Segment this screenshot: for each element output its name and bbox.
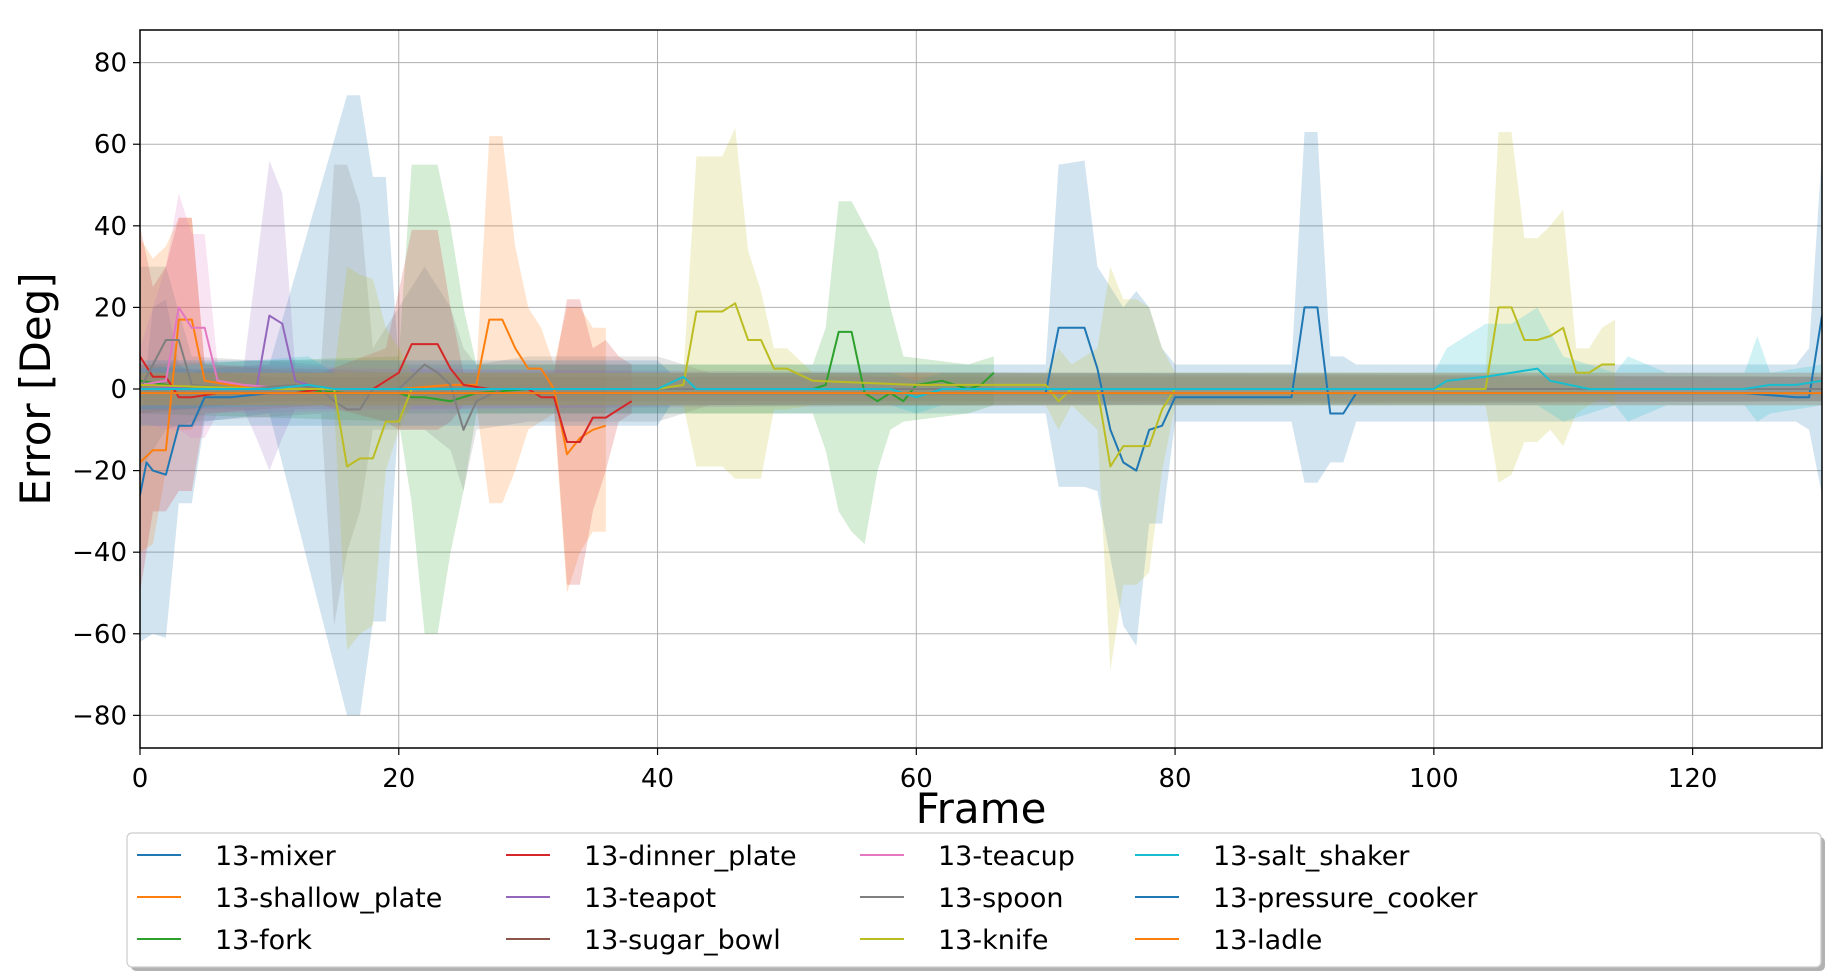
series-lines	[140, 302, 1822, 496]
legend-label: 13-teapot	[584, 883, 716, 914]
x-tick-label: 0	[132, 764, 149, 794]
legend-label: 13-mixer	[215, 841, 337, 872]
y-tick-label: 0	[110, 375, 127, 405]
x-tick-label: 40	[641, 764, 674, 794]
y-tick-label: 60	[94, 130, 127, 160]
legend-label: 13-shallow_plate	[215, 883, 442, 914]
legend-label: 13-salt_shaker	[1213, 841, 1410, 872]
x-tick-label: 20	[382, 764, 415, 794]
y-tick-label: −40	[72, 538, 127, 568]
legend-box	[126, 832, 1822, 968]
y-axis-label: Error [Deg]	[11, 272, 60, 505]
series-band-13-shallow_plate	[140, 136, 606, 593]
legend-label: 13-teacup	[938, 841, 1075, 872]
series-band-13-mixer	[140, 95, 1822, 716]
y-tick-label: −60	[72, 620, 127, 650]
series-band-13-fork	[140, 164, 994, 634]
axis-ticks: 0 20 40 60 80 100 120 −80 −60 −40 −20 0 20 40 60 80	[72, 49, 1717, 794]
y-tick-label: 20	[94, 293, 127, 323]
series-band-13-teacup	[140, 193, 917, 438]
series-line-13-salt_shaker	[140, 367, 1822, 399]
series-line-13-dinner_plate	[140, 343, 633, 443]
legend: 13-mixer 13-shallow_plate 13-fork 13-dinner…	[126, 832, 1825, 971]
legend-label: 13-dinner_plate	[584, 841, 797, 872]
x-tick-label: 80	[1159, 764, 1192, 794]
y-tick-label: −80	[72, 701, 127, 731]
series-line-13-knife	[140, 302, 1615, 468]
legend-label: 13-spoon	[938, 883, 1063, 914]
series-band-13-knife	[140, 127, 1615, 671]
legend-label: 13-sugar_bowl	[584, 925, 781, 956]
series-line-13-shallow_plate	[140, 318, 607, 464]
legend-label: 13-fork	[215, 925, 312, 956]
grid	[139, 30, 1822, 748]
series-band-13-dinner_plate	[140, 217, 632, 593]
legend-label: 13-knife	[938, 925, 1048, 956]
series-band-13-spoon	[140, 164, 1822, 626]
y-tick-label: 80	[94, 49, 127, 79]
x-tick-label: 120	[1668, 764, 1718, 794]
x-tick-label: 100	[1409, 764, 1459, 794]
x-tick-label: 60	[900, 764, 933, 794]
y-tick-label: −20	[72, 457, 127, 487]
x-axis-label: Frame	[916, 784, 1047, 833]
legend-label: 13-ladle	[1213, 925, 1322, 956]
y-tick-label: 40	[94, 212, 127, 242]
legend-label: 13-pressure_cooker	[1213, 883, 1478, 914]
